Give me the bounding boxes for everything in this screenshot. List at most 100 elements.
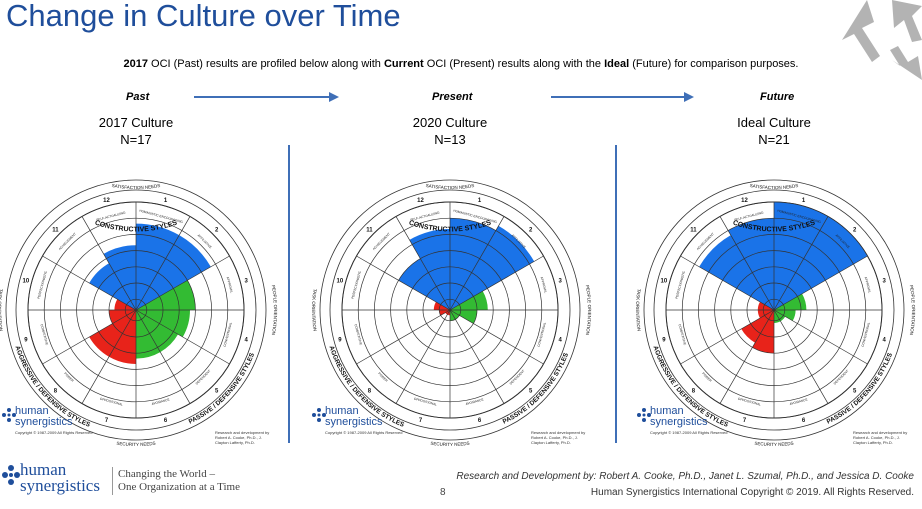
data-wedge-4 <box>450 310 477 324</box>
clock-number: 10 <box>23 278 30 284</box>
grid-spoke <box>773 309 829 404</box>
data-wedge-1 <box>136 223 180 310</box>
data-wedge-9 <box>109 310 136 324</box>
clock-number: 8 <box>54 389 58 395</box>
hs-star-icon <box>2 408 16 422</box>
grid-spoke <box>356 255 451 311</box>
security-label: SECURITY NEEDS <box>430 441 470 447</box>
chart-n: N=21 <box>758 132 790 147</box>
style-label: AVOIDANCE <box>465 397 484 406</box>
clock-number: 4 <box>882 338 886 344</box>
band-ring <box>643 179 905 441</box>
clock-number: 12 <box>741 198 748 204</box>
data-wedge-7 <box>109 310 136 364</box>
style-label: CONVENTIONAL <box>537 322 547 348</box>
style-label: OPPOSITIONAL <box>99 397 123 407</box>
chart-n: N=13 <box>434 132 466 147</box>
style-label: APPROVAL <box>540 276 548 294</box>
style-label: AVOIDANCE <box>151 397 170 406</box>
clock-number: 1 <box>164 198 168 204</box>
style-label: COMPETITIVE <box>354 324 363 346</box>
data-wedge-12 <box>728 218 774 310</box>
data-wedge-11 <box>89 263 136 310</box>
circumplex-chart-present: HUMANISTIC-ENCOURAGINGAFFILIATIVEAPPROVA… <box>311 179 592 447</box>
grid-spoke <box>395 309 451 404</box>
style-label: SELF-ACTUALIZING <box>96 210 127 222</box>
data-wedge-2 <box>774 216 868 310</box>
hs-logo-small: human synergistics Copyright © 1987-2009 … <box>312 405 442 445</box>
phase-present-label: Present <box>432 91 473 103</box>
grid-spoke <box>773 255 868 311</box>
people-orientation-label: PEOPLE ORIENTATION <box>909 285 916 336</box>
data-wedge-1 <box>774 202 828 310</box>
clock-number: 11 <box>690 227 697 233</box>
footer-tagline: Changing the World – One Organization at … <box>118 468 240 493</box>
chart-title: 2017 Culture <box>98 115 174 130</box>
band-ring <box>319 179 581 441</box>
page-number: 8 <box>440 487 446 498</box>
clock-number: 9 <box>338 338 342 344</box>
data-wedge-8 <box>445 310 450 315</box>
data-wedge-12 <box>103 245 136 310</box>
clock-number: 5 <box>853 389 857 395</box>
style-label: PERFECTIONISTIC <box>37 270 48 299</box>
task-orientation-label: TASK ORIENTATION <box>0 288 4 331</box>
clock-number: 6 <box>164 418 168 424</box>
grid-spoke <box>773 309 868 365</box>
band-ring <box>653 189 895 431</box>
style-label: AVOIDANCE <box>789 397 808 406</box>
band-ring <box>15 189 257 431</box>
clock-number: 11 <box>52 227 59 233</box>
clock-number: 5 <box>529 389 533 395</box>
people-orientation-label: PEOPLE ORIENTATION <box>271 285 278 336</box>
style-label: OPPOSITIONAL <box>413 397 437 407</box>
clock-number: 7 <box>105 418 109 424</box>
task-orientation-label: TASK ORIENTATION <box>635 288 642 331</box>
style-label: APPROVAL <box>226 276 234 294</box>
grid-spoke <box>680 255 775 311</box>
grid-spoke <box>135 309 191 404</box>
clock-number: 4 <box>244 338 248 344</box>
data-wedge-4 <box>774 310 796 321</box>
clock-number: 6 <box>478 418 482 424</box>
divider <box>615 145 617 443</box>
data-wedge-5 <box>774 310 786 322</box>
clock-number: 7 <box>743 418 747 424</box>
grid-spoke <box>719 309 775 404</box>
data-wedge-8 <box>89 310 136 357</box>
compass-arrows-icon <box>842 0 922 80</box>
satisfaction-label: SATISFACTION NEEDS <box>425 183 474 190</box>
style-label: CONVENTIONAL <box>861 322 871 348</box>
style-label: POWER <box>63 371 75 383</box>
style-label: APPROVAL <box>864 276 872 294</box>
clock-number: 12 <box>103 198 110 204</box>
grid-spoke <box>449 255 544 311</box>
style-label: SELF-ACTUALIZING <box>734 210 765 222</box>
clock-number: 3 <box>882 278 886 284</box>
data-wedge-4 <box>136 310 190 337</box>
data-wedge-3 <box>136 280 196 310</box>
grid-spoke <box>42 255 137 311</box>
clock-number: 1 <box>802 198 806 204</box>
clock-number: 5 <box>215 389 219 395</box>
arrow-present-to-future <box>551 92 694 102</box>
clock-number: 3 <box>244 278 248 284</box>
satisfaction-label: SATISFACTION NEEDS <box>111 183 160 190</box>
satisfaction-label: SATISFACTION NEEDS <box>749 183 798 190</box>
divider <box>288 145 290 443</box>
grid-spoke <box>719 216 775 311</box>
grid-spoke <box>449 309 544 365</box>
chart-title-future: Ideal Culture N=21 <box>684 114 864 148</box>
intro-text: 2017 OCI (Past) results are profiled bel… <box>123 58 799 70</box>
grid-spoke <box>449 309 505 404</box>
style-label: CONVENTIONAL <box>223 322 233 348</box>
clock-number: 2 <box>853 227 857 233</box>
data-wedge-8 <box>741 310 774 343</box>
grid-spoke <box>135 216 191 311</box>
hs-star-icon <box>312 408 326 422</box>
clock-number: 2 <box>215 227 219 233</box>
chart-title-present: 2020 Culture N=13 <box>360 114 540 148</box>
clock-number: 8 <box>692 389 696 395</box>
hs-logo-small: human synergistics Copyright © 1987-2009 … <box>2 405 132 445</box>
style-label: COMPETITIVE <box>678 324 687 346</box>
